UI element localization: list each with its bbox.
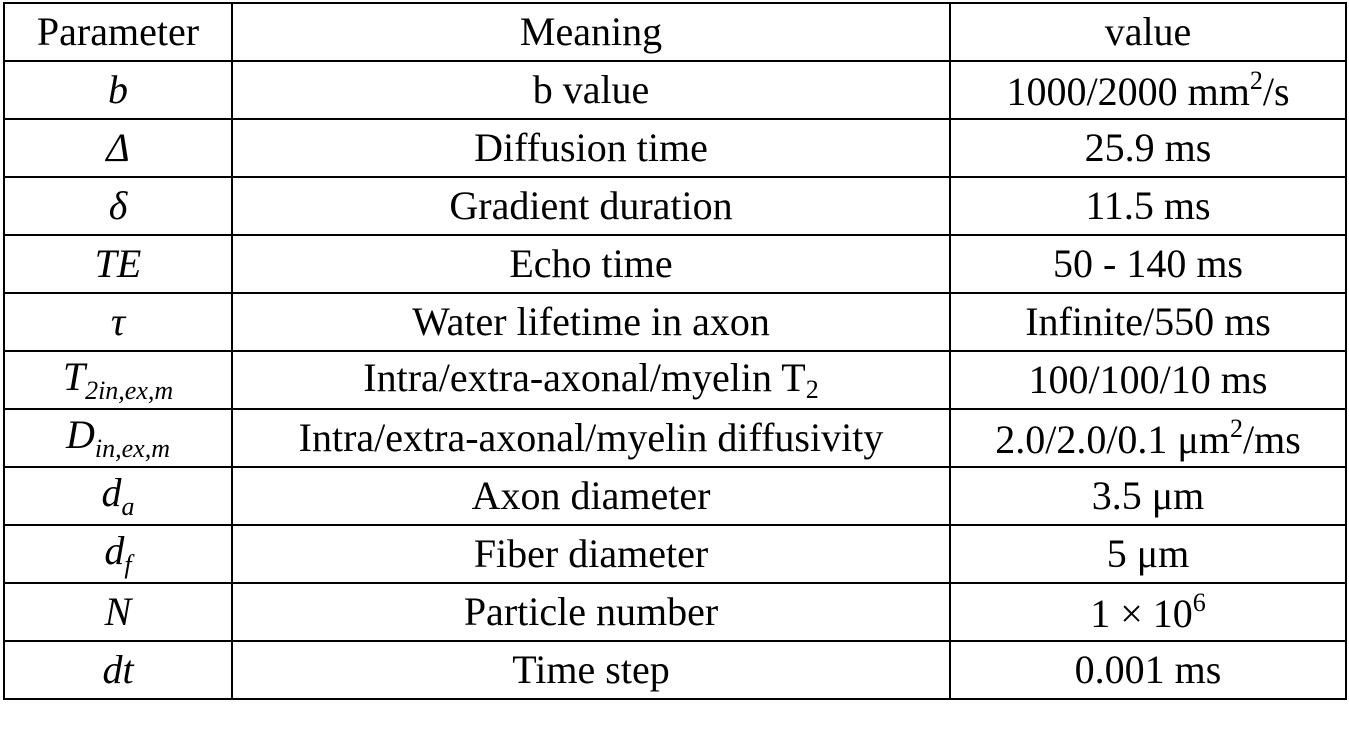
table-row: dt Time step 0.001 ms	[3, 640, 1347, 700]
parameter-value: 2.0/2.0/0.1 μm	[995, 417, 1230, 462]
parameter-value-cell: 3.5 μm	[949, 466, 1347, 526]
parameter-meaning: Gradient duration	[449, 183, 733, 228]
parameter-value: 3.5 μm	[1091, 473, 1205, 518]
table-row: Din,ex,m Intra/extra-axonal/myelin diffus…	[3, 408, 1347, 468]
parameter-meaning-cell: Echo time	[231, 234, 951, 294]
table-row: N Particle number 1 × 106	[3, 582, 1347, 642]
parameter-value: 25.9 ms	[1084, 125, 1212, 170]
parameter-value: 0.001 ms	[1074, 647, 1222, 692]
parameter-value-cell: 1000/2000 mm2/s	[949, 60, 1347, 120]
parameter-symbol-cell: T2in,ex,m	[3, 350, 233, 410]
parameter-value: 1 × 10	[1090, 591, 1193, 636]
parameter-value: 50 - 140 ms	[1053, 241, 1243, 286]
parameter-meaning-cell: Gradient duration	[231, 176, 951, 236]
parameter-value: 100/100/10 ms	[1028, 357, 1268, 402]
parameter-value-superscript: 6	[1192, 588, 1206, 617]
table-row: τ Water lifetime in axon Infinite/550 ms	[3, 292, 1347, 352]
parameter-meaning: Particle number	[463, 589, 719, 634]
parameter-symbol: δ	[108, 183, 128, 228]
table-row: TE Echo time 50 - 140 ms	[3, 234, 1347, 294]
parameter-symbol-cell: δ	[3, 176, 233, 236]
parameter-symbol: D	[66, 411, 95, 457]
table-row: df Fiber diameter 5 μm	[3, 524, 1347, 584]
parameter-meaning: Echo time	[509, 241, 673, 286]
table-header-row: Parameter Meaning value	[3, 2, 1347, 62]
parameter-symbol-cell: df	[3, 524, 233, 584]
parameter-value-cell: 0.001 ms	[949, 640, 1347, 700]
parameter-value-cell: Infinite/550 ms	[949, 292, 1347, 352]
parameter-value-superscript: 2	[1249, 66, 1263, 95]
parameter-value-cell: 2.0/2.0/0.1 μm2/ms	[949, 408, 1347, 468]
parameter-symbol: Δ	[106, 125, 130, 170]
parameter-value: 11.5 ms	[1085, 183, 1211, 228]
parameter-meaning-subscript: 2	[805, 374, 819, 404]
table-row: b b value 1000/2000 mm2/s	[3, 60, 1347, 120]
parameter-symbol: τ	[110, 299, 126, 344]
parameter-meaning: Water lifetime in axon	[412, 299, 770, 344]
parameter-symbol: TE	[94, 241, 142, 286]
table-row: δ Gradient duration 11.5 ms	[3, 176, 1347, 236]
parameter-symbol: T	[62, 353, 86, 399]
parameter-symbol-cell: b	[3, 60, 233, 120]
parameter-value-cell: 1 × 106	[949, 582, 1347, 642]
parameter-value-cell: 50 - 140 ms	[949, 234, 1347, 294]
parameter-meaning-cell: Water lifetime in axon	[231, 292, 951, 352]
parameter-value: Infinite/550 ms	[1025, 299, 1271, 344]
parameter-symbol-cell: dt	[3, 640, 233, 700]
header-meaning: Meaning	[231, 2, 951, 62]
parameter-meaning: Axon diameter	[471, 473, 711, 518]
header-parameter: Parameter	[3, 2, 233, 62]
parameter-symbol-cell: TE	[3, 234, 233, 294]
parameter-value: 1000/2000 mm	[1006, 69, 1250, 114]
parameter-table: Parameter Meaning value b b value 1000/200…	[3, 2, 1347, 700]
table-row: Δ Diffusion time 25.9 ms	[3, 118, 1347, 178]
parameter-meaning-cell: Intra/extra-axonal/myelin diffusivity	[231, 408, 951, 468]
parameter-value-unit-tail: /ms	[1243, 417, 1301, 462]
parameter-value-cell: 100/100/10 ms	[949, 350, 1347, 410]
parameter-meaning-cell: Intra/extra-axonal/myelin T2	[231, 350, 951, 410]
parameter-meaning-cell: Diffusion time	[231, 118, 951, 178]
parameter-meaning-cell: Particle number	[231, 582, 951, 642]
parameter-symbol: N	[104, 589, 132, 634]
parameter-value-cell: 11.5 ms	[949, 176, 1347, 236]
parameter-meaning: Fiber diameter	[473, 531, 709, 576]
parameter-meaning-cell: Axon diameter	[231, 466, 951, 526]
parameter-symbol-subscript: in,ex,m	[94, 433, 170, 463]
parameter-value-superscript: 2	[1230, 414, 1243, 443]
parameter-symbol-subscript: a	[121, 491, 135, 521]
parameter-symbol-cell: da	[3, 466, 233, 526]
parameter-symbol: d	[104, 527, 125, 573]
parameter-symbol-cell: N	[3, 582, 233, 642]
parameter-symbol: dt	[102, 647, 134, 692]
parameter-meaning-cell: Time step	[231, 640, 951, 700]
parameter-meaning: Intra/extra-axonal/myelin diffusivity	[298, 415, 884, 460]
parameter-value: 5 μm	[1106, 531, 1190, 576]
parameter-meaning-cell: b value	[231, 60, 951, 120]
parameter-meaning: Diffusion time	[474, 125, 708, 170]
parameter-value-unit-tail: /s	[1262, 69, 1290, 114]
parameter-symbol: b	[108, 67, 128, 112]
parameter-value-cell: 5 μm	[949, 524, 1347, 584]
table-row: da Axon diameter 3.5 μm	[3, 466, 1347, 526]
table-row: T2in,ex,m Intra/extra-axonal/myelin T2 100…	[3, 350, 1347, 410]
parameter-symbol: d	[101, 469, 122, 515]
header-value: value	[949, 2, 1347, 62]
parameter-value-cell: 25.9 ms	[949, 118, 1347, 178]
parameter-symbol-cell: Din,ex,m	[3, 408, 233, 468]
parameter-symbol-subscript: 2in,ex,m	[85, 375, 174, 405]
parameter-meaning: b value	[532, 67, 650, 112]
parameter-symbol-cell: τ	[3, 292, 233, 352]
parameter-meaning-cell: Fiber diameter	[231, 524, 951, 584]
parameter-symbol-subscript: f	[124, 549, 132, 579]
parameter-symbol-cell: Δ	[3, 118, 233, 178]
parameter-meaning: Intra/extra-axonal/myelin T	[363, 354, 806, 400]
parameter-meaning: Time step	[512, 647, 670, 692]
